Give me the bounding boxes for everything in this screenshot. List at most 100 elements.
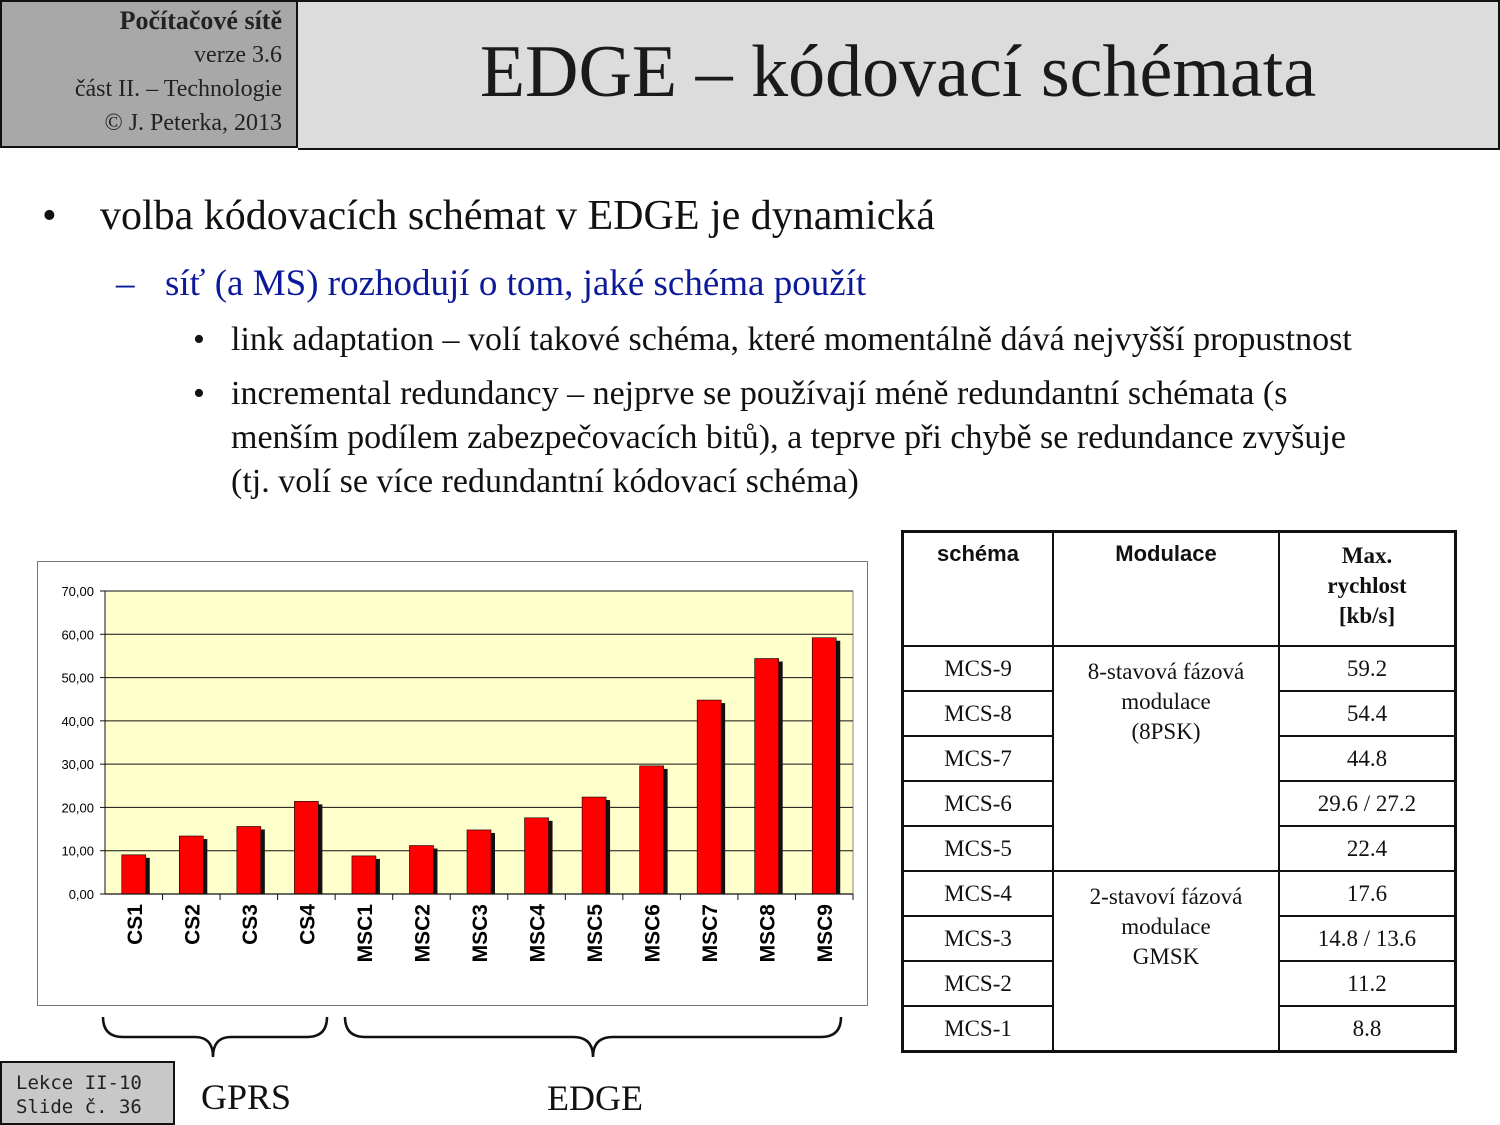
mod-8psk-line1: 8-stavová fázová — [1087, 659, 1245, 684]
author-label: © J. Peterka, 2013 — [104, 110, 282, 136]
table-header-row: schéma Modulace Max. rychlost [kb/s] — [901, 530, 1457, 647]
table-row: MCS-6 29.6 / 27.2 — [901, 780, 1457, 827]
table-row: MCS-7 44.8 — [901, 735, 1457, 782]
mod-gmsk-line3: GMSK — [1132, 944, 1200, 969]
bullet-level2: síť (a MS) rozhodují o tom, jaké schéma … — [165, 263, 867, 304]
table-row: MCS-2 11.2 — [901, 960, 1457, 1007]
y-tick-label: 20,00 — [61, 800, 94, 815]
bullet-marker-l3a: • — [193, 321, 205, 358]
header-scheme: schéma — [901, 530, 1054, 647]
bullet-marker-l1: • — [42, 193, 57, 239]
modulation-gmsk: 2-stavoví fázová modulace GMSK — [1052, 870, 1280, 1053]
scheme-cell: MCS-5 — [901, 825, 1054, 872]
y-tick-label: 40,00 — [61, 714, 94, 729]
lecture-info-box: Lekce II-10 Slide č. 36 — [0, 1061, 175, 1125]
bar — [236, 826, 262, 895]
bar — [179, 835, 204, 895]
y-tick-label: 60,00 — [61, 627, 94, 642]
scheme-cell: MCS-9 — [901, 645, 1054, 692]
bullet-level3-incremental-redundancy: incremental redundancy – nejprve se použ… — [231, 372, 1346, 504]
scheme-cell: MCS-2 — [901, 960, 1054, 1007]
scheme-cell: MCS-3 — [901, 915, 1054, 962]
speed-cell: 29.6 / 27.2 — [1278, 780, 1457, 827]
bullet-level3-link-adaptation: link adaptation – volí takové schéma, kt… — [231, 321, 1352, 358]
speed-cell: 11.2 — [1278, 960, 1457, 1007]
bar — [524, 817, 549, 895]
edge-label: EDGE — [547, 1078, 643, 1118]
speed-cell: 14.8 / 13.6 — [1278, 915, 1457, 962]
ir-line-1: incremental redundancy – nejprve se použ… — [231, 375, 1288, 412]
slide-number: Slide č. 36 — [16, 1096, 142, 1118]
table-row: MCS-1 8.8 — [901, 1005, 1457, 1053]
x-tick-label: CS4 — [296, 904, 319, 945]
header-modulation: Modulace — [1052, 530, 1280, 647]
x-tick-label: MSC6 — [642, 904, 665, 962]
lecture-number: Lekce II-10 — [16, 1072, 142, 1094]
header-max-line3: [kb/s] — [1338, 603, 1396, 628]
header-max-speed: Max. rychlost [kb/s] — [1278, 530, 1457, 647]
bar — [121, 854, 147, 895]
x-tick-label: CS2 — [181, 904, 204, 945]
header-max-line2: rychlost — [1327, 573, 1407, 598]
x-tick-label: MSC4 — [527, 904, 550, 963]
bar — [294, 801, 319, 895]
mod-gmsk-line2: modulace — [1121, 914, 1211, 939]
x-tick-label: MSC2 — [411, 904, 434, 962]
table-row: MCS-4 2-stavoví fázová modulace GMSK 17.… — [901, 870, 1457, 1053]
table-row: MCS-3 14.8 / 13.6 — [901, 915, 1457, 962]
version-label: verze 3.6 — [194, 42, 282, 68]
x-tick-label: MSC5 — [584, 904, 607, 963]
bar — [466, 829, 492, 895]
bar-chart-svg: 0,00 10,00 20,00 30,00 40,00 50,00 60,00 70,00 C… — [61, 584, 854, 963]
x-tick-label: MSC3 — [469, 904, 492, 962]
table-row: MCS-5 22.4 — [901, 825, 1457, 872]
x-tick-label: MSC8 — [757, 904, 780, 963]
scheme-cell: MCS-6 — [901, 780, 1054, 827]
gprs-brace — [101, 1016, 329, 1058]
mod-8psk-line2: modulace — [1121, 689, 1211, 714]
table-row: MCS-9 8-stavová fázová modulace (8PSK) 5… — [901, 645, 1457, 872]
slide-title: EDGE – kódovací schémata — [479, 31, 1317, 113]
group-braces — [101, 1016, 843, 1058]
x-tick-label: MSC9 — [814, 904, 837, 962]
speed-cell: 44.8 — [1278, 735, 1457, 782]
bar — [811, 637, 837, 895]
table-row: MCS-8 54.4 — [901, 690, 1457, 737]
y-tick-label: 70,00 — [61, 584, 94, 599]
y-tick-label: 10,00 — [61, 844, 94, 859]
bullet-marker-l2: – — [116, 263, 135, 304]
bar — [696, 699, 722, 895]
modulation-8psk: 8-stavová fázová modulace (8PSK) — [1052, 645, 1280, 872]
x-tick-label: CS1 — [124, 904, 147, 945]
speed-cell: 17.6 — [1278, 870, 1457, 917]
ir-line-2: menším podílem zabezpečovacích bitů), a … — [231, 419, 1346, 456]
title-box: EDGE – kódovací schémata — [298, 0, 1500, 150]
mod-8psk-line3: (8PSK) — [1131, 719, 1201, 744]
speed-cell: 59.2 — [1278, 645, 1457, 692]
coding-schemes-table: schéma Modulace Max. rychlost [kb/s] MCS… — [901, 530, 1457, 1053]
y-tick-label: 0,00 — [69, 887, 94, 902]
y-tick-label: 50,00 — [61, 671, 94, 686]
slide-header: Počítačové sítě verze 3.6 část II. – Tec… — [0, 0, 1500, 150]
bar — [409, 845, 434, 895]
course-info-box: Počítačové sítě verze 3.6 část II. – Tec… — [0, 0, 298, 148]
bar — [754, 658, 779, 895]
scheme-cell: MCS-4 — [901, 870, 1054, 917]
header-max-line1: Max. — [1341, 543, 1393, 568]
mod-gmsk-line1: 2-stavoví fázová — [1089, 884, 1243, 909]
bar-chart: 0,00 10,00 20,00 30,00 40,00 50,00 60,00 70,00 C… — [37, 561, 868, 1006]
bullet-level1: volba kódovacích schémat v EDGE je dynam… — [100, 193, 936, 239]
bullet-marker-l3b: • — [193, 375, 205, 412]
bar — [351, 855, 377, 895]
edge-brace — [343, 1016, 843, 1058]
speed-cell: 8.8 — [1278, 1005, 1457, 1053]
scheme-cell: MCS-7 — [901, 735, 1054, 782]
ir-line-3: (tj. volí se více redundantní kódovací s… — [231, 463, 859, 500]
scheme-cell: MCS-1 — [901, 1005, 1054, 1053]
x-tick-label: CS3 — [239, 904, 262, 945]
x-tick-label: MSC1 — [354, 904, 377, 963]
x-tick-label: MSC7 — [699, 904, 722, 962]
y-tick-label: 30,00 — [61, 757, 94, 772]
bar — [581, 796, 607, 895]
speed-cell: 54.4 — [1278, 690, 1457, 737]
